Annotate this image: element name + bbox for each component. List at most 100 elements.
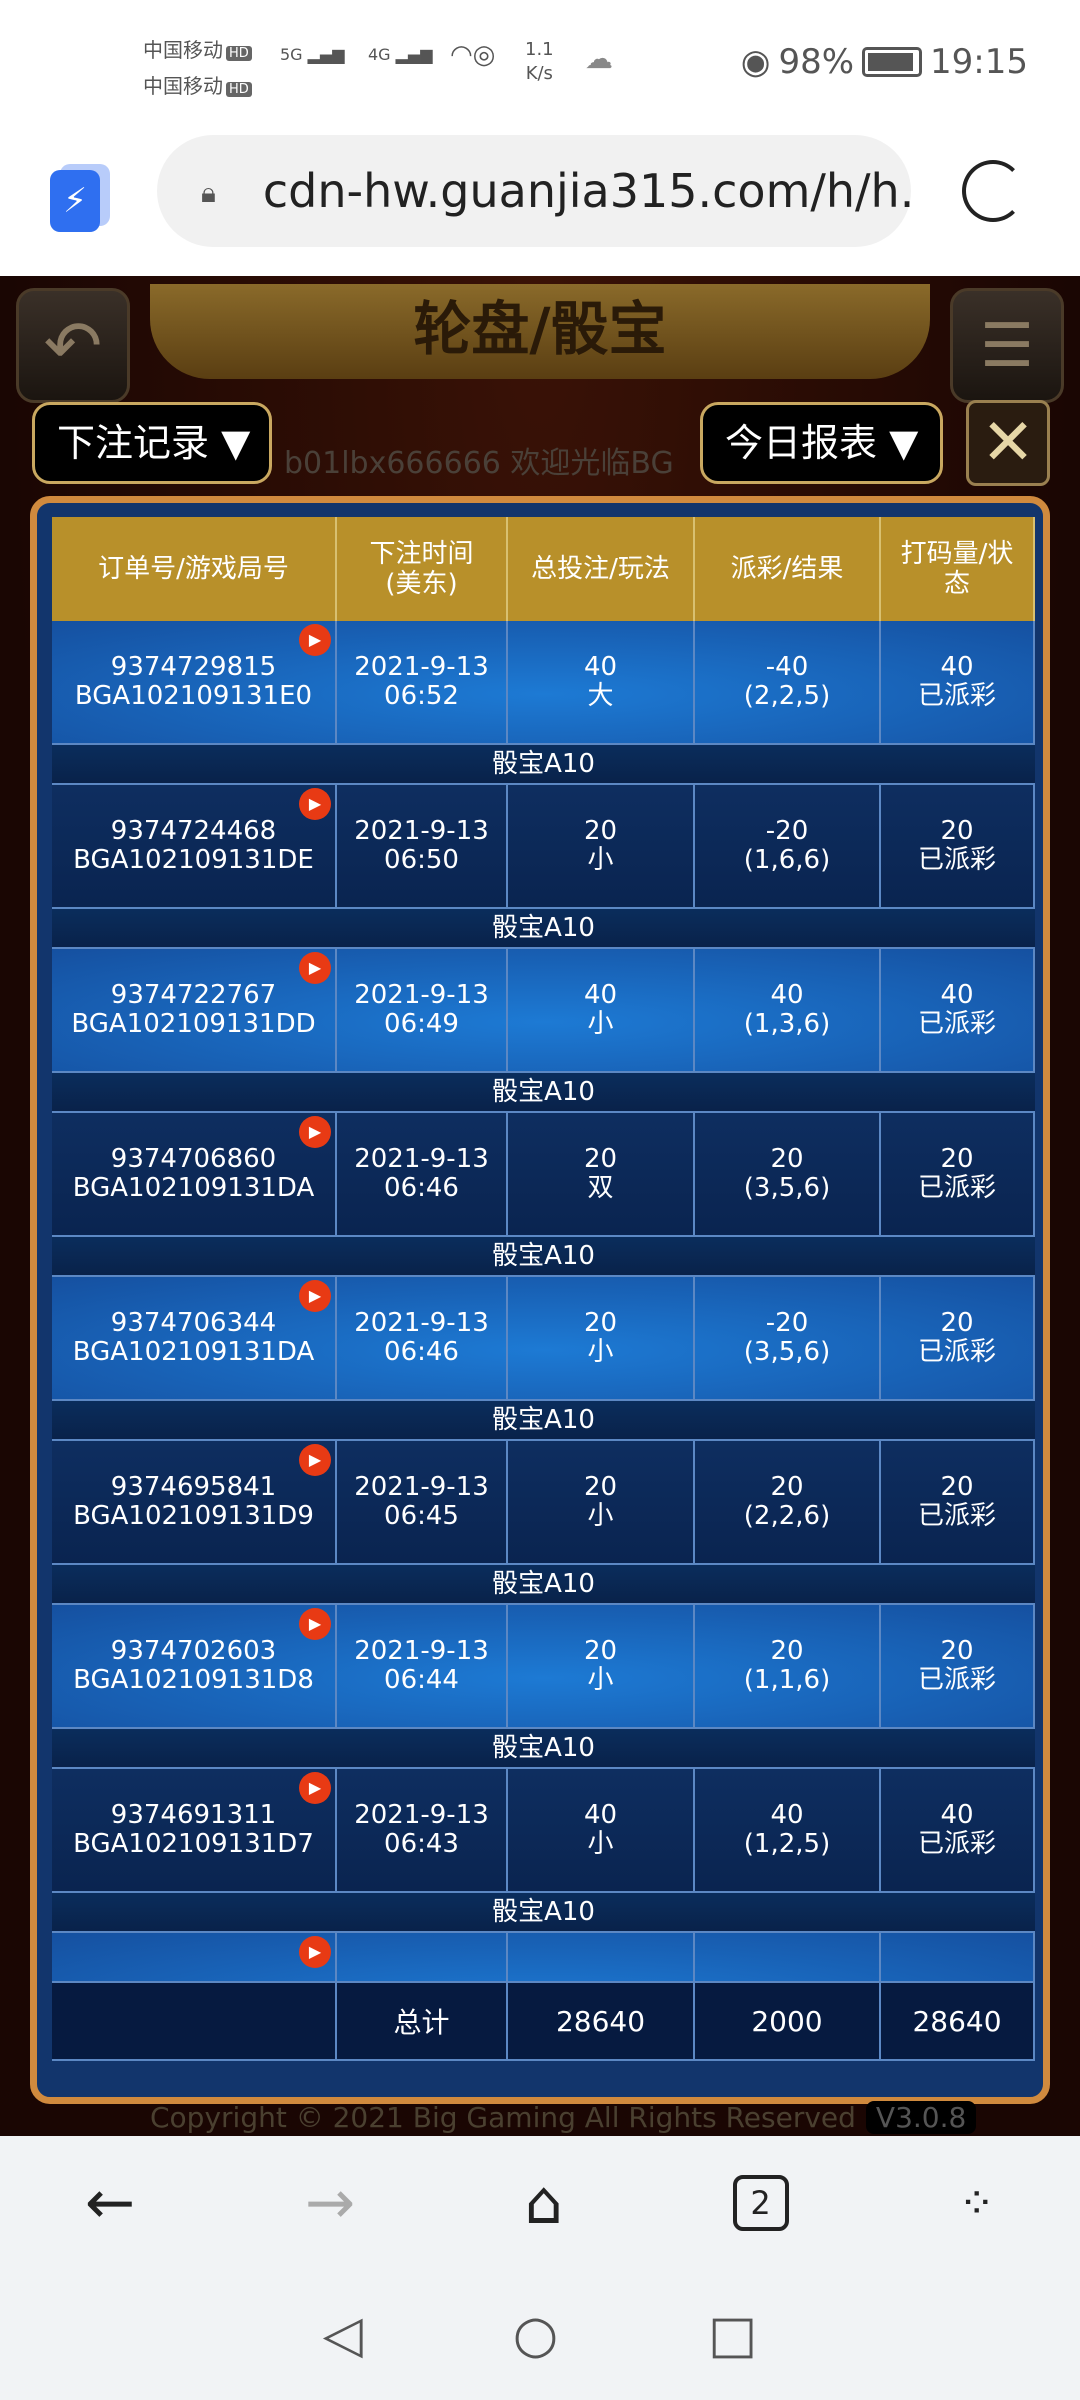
round-text: BGA102109131DE xyxy=(73,845,314,875)
replay-play-icon[interactable]: ▶ xyxy=(299,952,331,984)
nav-recents-icon[interactable]: □ xyxy=(708,2305,758,2365)
play-text: 小 xyxy=(587,1665,614,1695)
replay-play-icon[interactable]: ▶ xyxy=(299,1936,331,1968)
date-text: 2021-9-13 xyxy=(354,1144,489,1174)
home-icon[interactable]: ⌂ xyxy=(524,2168,563,2238)
cell-bet: 20 小 xyxy=(508,1605,695,1727)
replay-play-icon[interactable]: ▶ xyxy=(299,788,331,820)
bet-text: 40 xyxy=(583,1800,618,1830)
table-row[interactable]: 9374691311 BGA102109131D7 ▶ 2021-9-13 06:43 4… xyxy=(52,1769,1035,1893)
carrier-2: 中国移动 xyxy=(143,74,223,98)
cell-date: 2021-9-13 06:52 xyxy=(337,621,508,743)
back-arrow-icon[interactable]: ↶ xyxy=(16,288,130,403)
time-text: 06:52 xyxy=(384,681,459,711)
bet-record-dropdown[interactable]: 下注记录 ▼ xyxy=(32,402,272,484)
result-text: (1,2,5) xyxy=(743,1829,831,1859)
column-header: 下注时间 (美东) xyxy=(337,517,508,621)
menu-icon[interactable]: ☰ xyxy=(950,288,1064,403)
hd-badge: HD xyxy=(226,82,252,97)
copyright-text: Copyright © 2021 Big Gaming All Rights R… xyxy=(150,2101,856,2134)
wifi-icon: ◠◎ xyxy=(450,40,496,70)
cell-payout: 40 (1,2,5) xyxy=(695,1769,881,1891)
footer-empty xyxy=(52,1983,337,2059)
replay-play-icon[interactable]: ▶ xyxy=(299,1116,331,1148)
report-dropdown[interactable]: 今日报表 ▼ xyxy=(700,402,943,484)
more-icon[interactable]: ⁘ xyxy=(958,2177,996,2229)
cell-date: 2021-9-13 xyxy=(337,1933,508,1981)
cell-bet: 20 小 xyxy=(508,1277,695,1399)
result-text: (1,6,6) xyxy=(743,845,831,875)
result-text: (3,5,6) xyxy=(743,1173,831,1203)
close-icon[interactable]: ✕ xyxy=(966,400,1050,486)
signal-5g-icon: 5G ▂▄▆ xyxy=(280,45,345,64)
reload-icon[interactable] xyxy=(962,160,1024,222)
table-row[interactable]: 9374702603 BGA102109131D8 ▶ 2021-9-13 06:44 2… xyxy=(52,1605,1035,1729)
status-text: 已派彩 xyxy=(917,681,996,711)
play-text: 小 xyxy=(587,1829,614,1859)
page-title: 轮盘/骰宝 xyxy=(150,284,930,379)
cell-bet: 20 小 xyxy=(508,785,695,907)
total-turnover: 28640 xyxy=(881,1983,1035,2059)
payout-text: 60 xyxy=(770,1979,803,1981)
network-speed: 1.1 K/s xyxy=(525,39,554,84)
replay-play-icon[interactable]: ▶ xyxy=(299,1444,331,1476)
carrier-info: 中国移动 HD 中国移动 HD xyxy=(143,34,252,106)
cell-turnover: 40 已派彩 xyxy=(881,949,1035,1071)
version-badge: V3.0.8 xyxy=(865,2101,977,2134)
play-text: 小 xyxy=(587,1337,614,1367)
round-text: BGA102109131D8 xyxy=(73,1665,314,1695)
cell-order: 9374729815 BGA102109131E0 ▶ xyxy=(52,621,337,743)
nav-back-icon[interactable]: ◁ xyxy=(322,2305,363,2365)
turnover-text: 40 xyxy=(940,652,974,682)
cell-date: 2021-9-13 06:50 xyxy=(337,785,508,907)
scrollbar[interactable] xyxy=(1043,631,1049,761)
time-text: 06:43 xyxy=(384,1829,459,1859)
cell-date: 2021-9-13 06:46 xyxy=(337,1113,508,1235)
cell-date: 2021-9-13 06:49 xyxy=(337,949,508,1071)
table-row[interactable]: 9374686981 ▶ 2021-9-13 60 60 60 xyxy=(52,1933,1035,1981)
carrier-1: 中国移动 xyxy=(143,38,223,62)
replay-play-icon[interactable]: ▶ xyxy=(299,1608,331,1640)
payout-text: -20 xyxy=(765,816,809,846)
table-row[interactable]: 9374722767 BGA102109131DD ▶ 2021-9-13 06:49 4… xyxy=(52,949,1035,1073)
cell-payout: 40 (1,3,6) xyxy=(695,949,881,1071)
cell-turnover: 40 已派彩 xyxy=(881,621,1035,743)
table-row[interactable]: 9374724468 BGA102109131DE ▶ 2021-9-13 06:50 2… xyxy=(52,785,1035,909)
table-row[interactable]: 9374706860 BGA102109131DA ▶ 2021-9-13 06:46 2… xyxy=(52,1113,1035,1237)
result-text: (2,2,6) xyxy=(743,1501,831,1531)
url-text[interactable]: cdn-hw.guanjia315.com/h/h. xyxy=(262,164,911,218)
table-row[interactable]: 9374695841 BGA102109131D9 ▶ 2021-9-13 06:45 2… xyxy=(52,1441,1035,1565)
cell-turnover: 20 已派彩 xyxy=(881,1605,1035,1727)
play-text: 小 xyxy=(587,845,614,875)
order-text: 9374706344 xyxy=(110,1308,277,1338)
status-text: 已派彩 xyxy=(917,1009,996,1039)
forward-icon[interactable]: → xyxy=(304,2168,356,2238)
tabs-button[interactable]: 2 xyxy=(732,2175,789,2231)
replay-play-icon[interactable]: ▶ xyxy=(299,624,331,656)
bet-text: 40 xyxy=(583,652,618,682)
column-header: 订单号/游戏局号 xyxy=(52,517,337,621)
date-text: 2021-9-13 xyxy=(354,1308,489,1338)
date-text: 2021-9-13 xyxy=(354,816,489,846)
replay-play-icon[interactable]: ▶ xyxy=(299,1280,331,1312)
table-row[interactable]: 9374729815 BGA102109131E0 ▶ 2021-9-13 06:52 4… xyxy=(52,621,1035,745)
lightning-app-icon[interactable]: ⚡ xyxy=(50,170,100,232)
cell-turnover: 20 已派彩 xyxy=(881,1113,1035,1235)
browser-bottom-bar: ← → ⌂ 2 ⁘ xyxy=(0,2136,1080,2270)
table-body[interactable]: 9374729815 BGA102109131E0 ▶ 2021-9-13 06:52 4… xyxy=(52,621,1035,1981)
table-row[interactable]: 9374706344 BGA102109131DA ▶ 2021-9-13 06:46 2… xyxy=(52,1277,1035,1401)
turnover-text: 20 xyxy=(940,1308,974,1338)
lock-icon: 🔒︎ xyxy=(201,176,216,209)
back-icon[interactable]: ← xyxy=(84,2168,136,2238)
order-text: 9374724468 xyxy=(110,816,277,846)
eye-comfort-icon: ◉ xyxy=(740,42,771,82)
replay-play-icon[interactable]: ▶ xyxy=(299,1772,331,1804)
order-text: 9374695841 xyxy=(110,1472,277,1502)
address-bar[interactable]: 🔒︎ cdn-hw.guanjia315.com/h/h. xyxy=(157,135,911,247)
battery-percent: 98% xyxy=(778,42,855,82)
cell-order: 9374695841 BGA102109131D9 ▶ xyxy=(52,1441,337,1563)
nav-home-icon[interactable]: ○ xyxy=(512,2305,559,2365)
result-text: (1,3,6) xyxy=(743,1009,831,1039)
cell-payout: -20 (1,6,6) xyxy=(695,785,881,907)
cell-turnover: 20 已派彩 xyxy=(881,1277,1035,1399)
